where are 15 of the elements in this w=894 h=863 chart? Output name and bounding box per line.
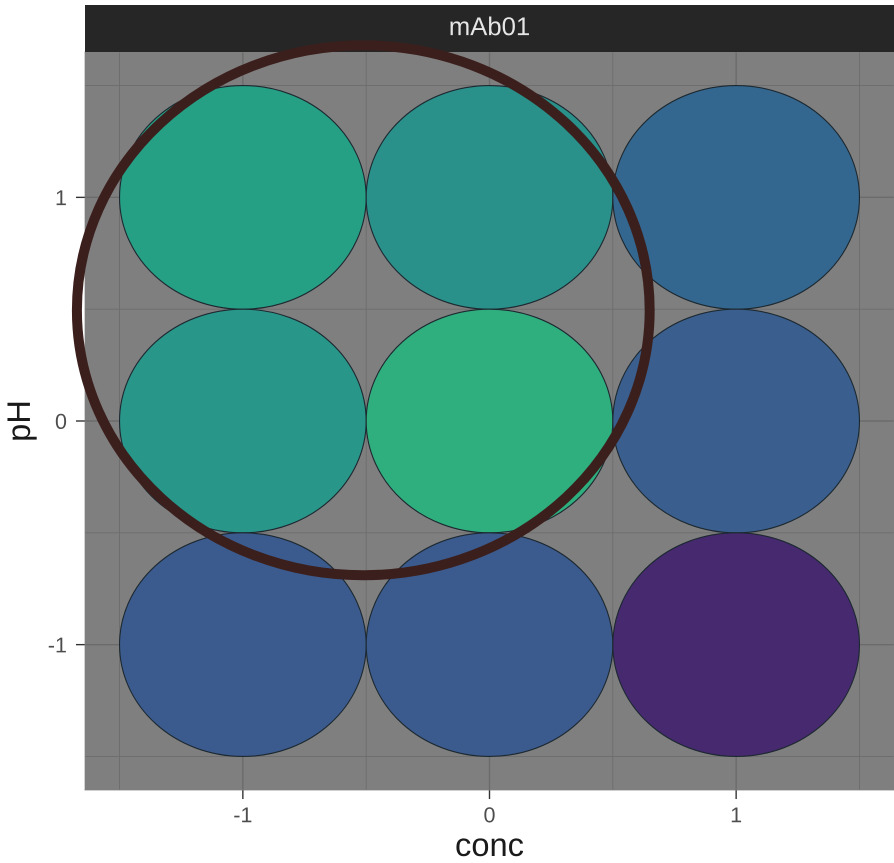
point bbox=[612, 84, 860, 310]
y-tick-label: 1 bbox=[56, 190, 66, 206]
x-tick-label: -1 bbox=[234, 807, 252, 822]
y-axis-title: pH bbox=[7, 402, 37, 440]
y-tick-label: -1 bbox=[48, 638, 66, 652]
x-tick-label: 0 bbox=[484, 807, 495, 822]
point bbox=[612, 308, 860, 534]
chart-title: mAb01 bbox=[450, 16, 529, 36]
point bbox=[118, 532, 367, 758]
y-tick-label: 0 bbox=[56, 414, 66, 430]
point bbox=[366, 84, 614, 310]
x-tick-label: 1 bbox=[732, 807, 742, 822]
point bbox=[366, 532, 614, 758]
x-axis-title: conc bbox=[456, 838, 524, 856]
point bbox=[612, 532, 860, 758]
